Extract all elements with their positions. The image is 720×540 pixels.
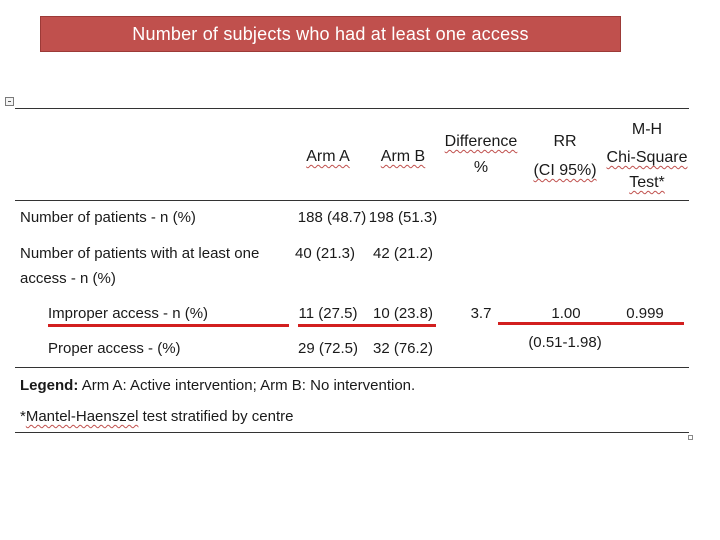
- row-patients-arm-b: 198 (51.3): [368, 209, 438, 226]
- row-improper-arm-a: 11 (27.5): [298, 305, 358, 322]
- highlight-underline-arms: [298, 324, 436, 327]
- header-difference-unit: %: [473, 159, 489, 176]
- slide-title: Number of subjects who had at least one …: [40, 16, 621, 52]
- header-rr-ci: (CI 95%): [533, 162, 597, 179]
- footnote-test-name: Mantel-Haenszel: [25, 408, 139, 425]
- row-improper-arm-b: 10 (23.8): [372, 305, 434, 322]
- footnote-text: test stratified by centre: [138, 408, 294, 425]
- table-anchor-icon[interactable]: [5, 97, 14, 106]
- table-bottom-rule: [15, 432, 689, 433]
- header-mh: M-H: [631, 121, 663, 138]
- row-label-proper-access: Proper access - (%): [48, 340, 181, 357]
- row-improper-difference: 3.7: [470, 305, 492, 322]
- row-label-at-least-one-line2: access - n (%): [20, 270, 116, 287]
- row-improper-rr-ci: (0.51-1.98): [528, 334, 602, 351]
- row-label-at-least-one-line1: Number of patients with at least one: [20, 245, 260, 262]
- highlight-underline-stats: [498, 322, 684, 325]
- highlight-underline-label: [48, 324, 289, 327]
- footnote: *Mantel-Haenszel test stratified by cent…: [20, 408, 293, 426]
- row-at-least-one-arm-a: 40 (21.3): [294, 245, 356, 262]
- body-bottom-rule: [15, 367, 689, 368]
- header-arm-a: Arm A: [306, 148, 350, 165]
- row-proper-arm-b: 32 (76.2): [372, 340, 434, 357]
- legend: Legend: Arm A: Active intervention; Arm …: [20, 377, 415, 395]
- header-difference: Difference: [444, 133, 518, 150]
- legend-label: Legend:: [20, 377, 79, 394]
- row-label-improper-access: Improper access - n (%): [48, 305, 209, 322]
- header-chi-square: Chi-Square: [606, 149, 688, 166]
- row-patients-arm-a: 188 (48.7): [297, 209, 367, 226]
- header-arm-b: Arm B: [380, 148, 426, 165]
- footnote-asterisk: *: [20, 408, 26, 425]
- row-improper-rr: 1.00: [551, 305, 581, 322]
- header-bottom-rule: [15, 200, 689, 201]
- table-resize-handle[interactable]: [688, 435, 693, 440]
- row-proper-arm-a: 29 (72.5): [297, 340, 359, 357]
- header-test: Test*: [629, 174, 665, 191]
- row-at-least-one-arm-b: 42 (21.2): [372, 245, 434, 262]
- row-improper-mh: 0.999: [626, 305, 664, 322]
- legend-text: Arm A: Active intervention; Arm B: No in…: [81, 377, 416, 394]
- table-top-rule: [15, 108, 689, 109]
- header-rr: RR: [553, 133, 577, 150]
- row-label-patients: Number of patients - n (%): [20, 209, 196, 226]
